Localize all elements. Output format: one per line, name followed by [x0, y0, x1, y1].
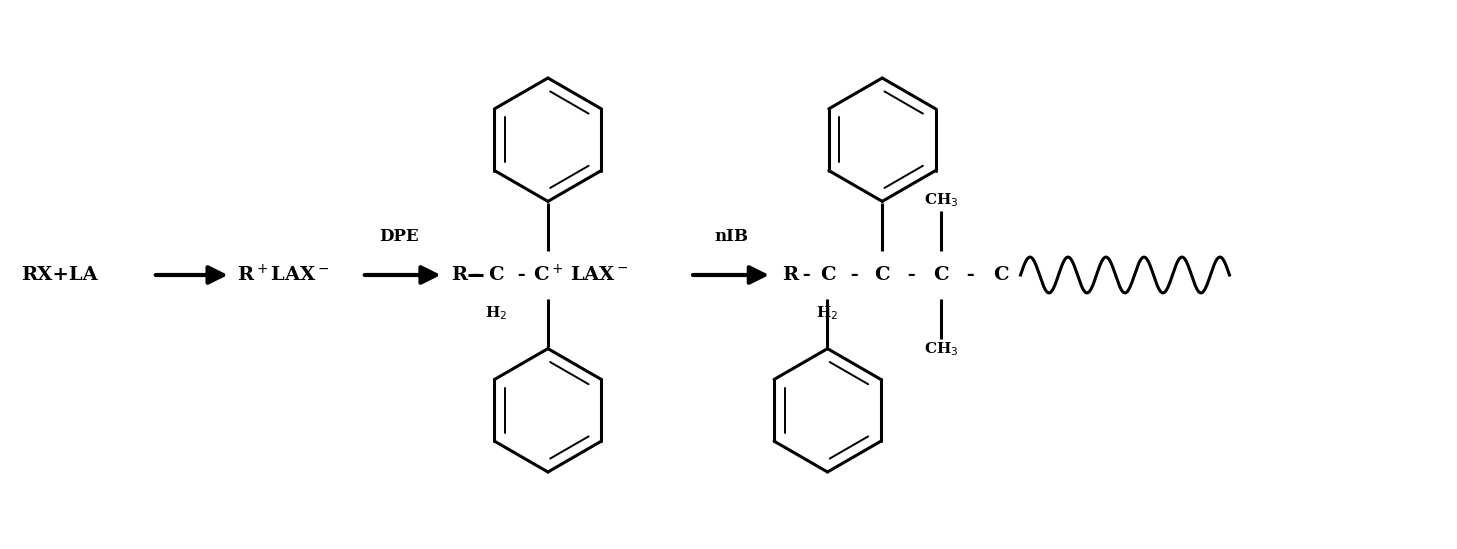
Text: C: C: [488, 266, 504, 284]
Text: -: -: [960, 266, 982, 284]
Text: C: C: [820, 266, 835, 284]
Text: -: -: [796, 266, 817, 284]
Text: nIB: nIB: [714, 228, 747, 245]
Text: C: C: [992, 266, 1008, 284]
Text: H$_2$: H$_2$: [816, 304, 839, 322]
Text: C: C: [932, 266, 949, 284]
Text: CH$_3$: CH$_3$: [924, 192, 959, 209]
Text: -: -: [511, 266, 533, 284]
Text: -: -: [900, 266, 922, 284]
Text: R: R: [782, 266, 798, 284]
Text: H$_2$: H$_2$: [485, 304, 507, 322]
Text: R: R: [452, 266, 468, 284]
Text: -: -: [465, 266, 487, 284]
Text: C: C: [874, 266, 890, 284]
Text: DPE: DPE: [379, 228, 418, 245]
Text: -: -: [844, 266, 865, 284]
Text: CH$_3$: CH$_3$: [924, 341, 959, 358]
Text: C$^+$: C$^+$: [533, 265, 562, 285]
Text: R$^+$LAX$^-$: R$^+$LAX$^-$: [237, 265, 331, 285]
Text: RX+LA: RX+LA: [22, 266, 98, 284]
Text: LAX$^-$: LAX$^-$: [570, 266, 628, 284]
